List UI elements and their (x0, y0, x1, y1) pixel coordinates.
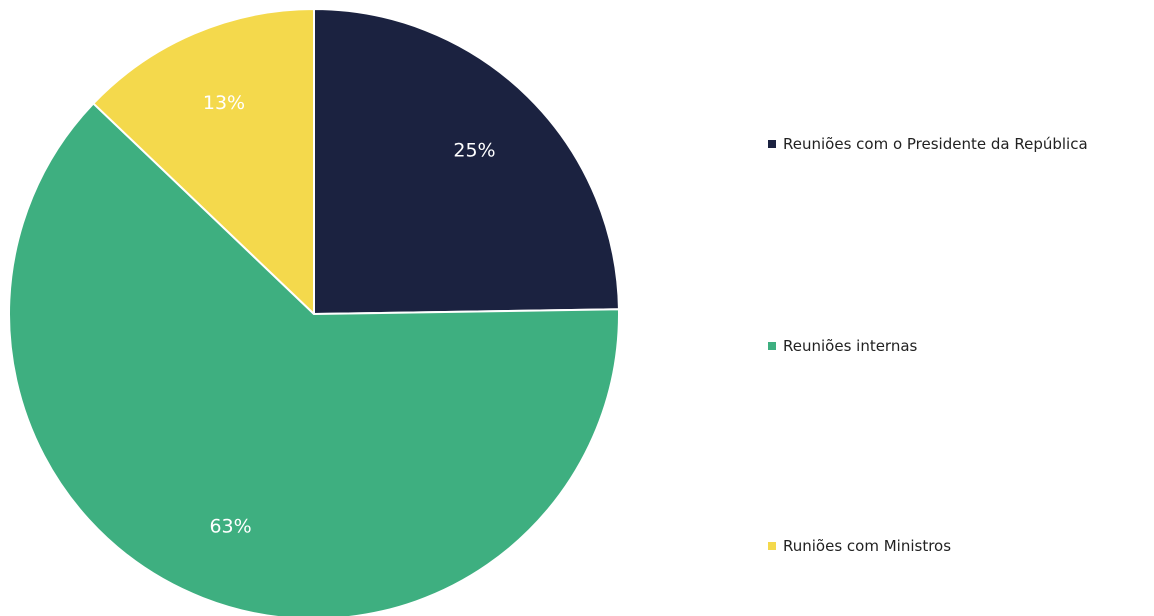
legend-swatch-ministros (768, 542, 776, 550)
legend-swatch-internas (768, 342, 776, 350)
pie-chart-plot: 25% 63% 13% (8, 8, 620, 616)
legend-item-presidente: Reuniões com o Presidente da República (768, 134, 1088, 154)
legend-swatch-presidente (768, 140, 776, 148)
pie-slice-label-ministros: 13% (203, 92, 245, 114)
pie-slice-labels: 25% 63% 13% (203, 92, 496, 537)
legend-item-ministros: Runiões com Ministros (768, 536, 951, 556)
pie-slice-label-internas: 63% (209, 515, 251, 537)
pie-slice-presidente (313, 8, 620, 315)
pie-slice-label-presidente: 25% (453, 139, 495, 161)
pie-slice-ministros (92, 8, 315, 315)
pie-slices (8, 8, 620, 616)
legend-label-ministros: Runiões com Ministros (783, 537, 952, 555)
legend: Reuniões com o Presidente da República R… (768, 0, 1148, 616)
legend-item-internas: Reuniões internas (768, 336, 917, 356)
pie-slice-internas (8, 102, 620, 616)
legend-label-presidente: Reuniões com o Presidente da República (783, 135, 1088, 153)
legend-label-internas: Reuniões internas (783, 337, 918, 355)
